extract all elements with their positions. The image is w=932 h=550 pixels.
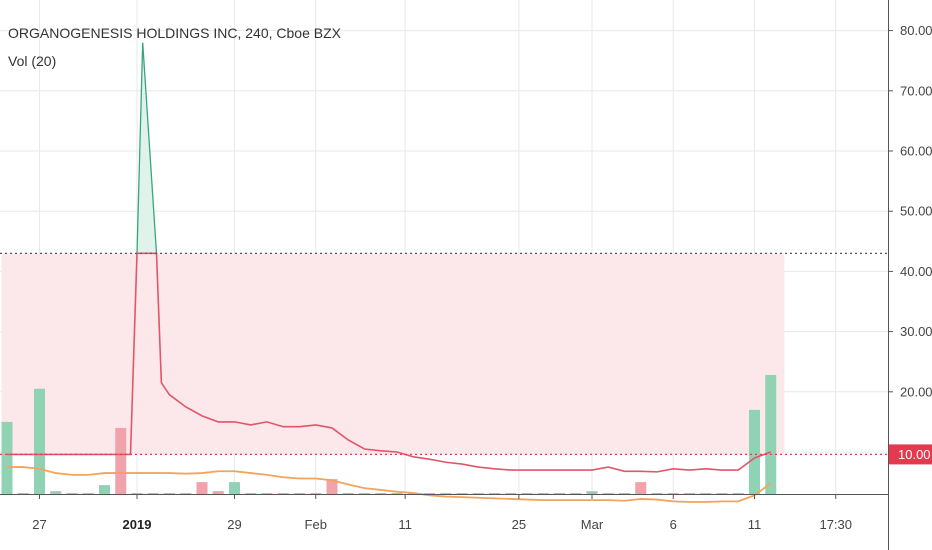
volume-bar [765,374,777,494]
volume-bar [50,491,62,494]
volume-bar [147,493,159,494]
price-label-badge [889,444,932,465]
spike-line [136,42,158,254]
y-tick-label: 50.00 [900,204,932,219]
volume-bar [749,409,760,494]
volume-bar [635,482,647,494]
x-tick-label: 2019 [123,517,152,532]
x-tick-label: 17:30 [819,517,852,532]
y-tick-label: 70.00 [900,83,932,98]
volume-bar [359,493,370,494]
x-tick-label: 6 [670,517,677,532]
reference-lines [0,252,888,456]
volume-bar [424,493,435,494]
volume-bar [229,482,240,494]
y-tick-label: 80.00 [900,23,932,38]
x-tick-label: 11 [748,517,762,532]
price-label-text: 10.00 [898,447,931,462]
volume-bar [554,493,565,494]
volume-bar [537,493,549,494]
red-ma-line [7,252,772,473]
x-tick-label: Feb [305,517,327,532]
volume-bar [700,493,712,494]
volume-bar [521,493,533,494]
volume-bar [684,493,695,494]
volume-bar [34,388,45,494]
volume-bar [245,493,257,494]
x-tick-label: 27 [32,517,46,532]
x-tick-label: Mar [581,517,604,532]
orange-ma-line [7,466,772,503]
volume-bar [342,493,354,494]
volume-bar [505,493,517,494]
symbol-title: ORGANOGENESIS HOLDINGS INC, 240, Cboe BZ… [8,25,341,41]
volume-bar [586,491,598,494]
volume-bar [716,493,728,494]
volume-bar [732,493,744,494]
volume-bar [1,421,13,494]
y-tick-label: 60.00 [900,144,932,159]
indicator-title: Vol (20) [8,53,57,69]
volume-bar [667,493,679,494]
volume-bar [277,493,289,494]
volume-bar [115,427,127,494]
volume-bar [375,493,387,494]
volume-bars [1,374,777,494]
volume-bar [440,493,452,494]
volume-bar [310,493,322,494]
volume-bar [294,493,305,494]
volume-bar [99,485,110,494]
volume-bar [66,493,78,494]
volume-bar [391,493,403,494]
volume-bar [570,493,582,494]
y-tick-label: 30.00 [900,324,932,339]
volume-bar [180,493,192,494]
volume-bar [619,493,630,494]
volume-bar [17,493,29,494]
x-tick-label: 29 [227,517,241,532]
x-tick-label: 11 [398,517,412,532]
volume-bar [472,493,484,494]
volume-bar [489,493,500,494]
highlight-band-area [1,253,785,455]
volume-bar [261,493,273,494]
volume-bar [602,493,614,494]
volume-bar [82,493,94,494]
volume-bar [196,482,208,494]
y-tick-label: 20.00 [900,384,932,399]
volume-bar [326,479,338,494]
volume-bar [131,493,143,494]
volume-bar [651,493,663,494]
y-tick-label: 40.00 [900,264,932,279]
volume-bar [212,491,224,494]
x-tick-label: 25 [512,517,526,532]
volume-bar [456,493,468,494]
indicator-lines [7,42,772,503]
highlight-band [1,253,785,455]
volume-bar [164,493,175,494]
